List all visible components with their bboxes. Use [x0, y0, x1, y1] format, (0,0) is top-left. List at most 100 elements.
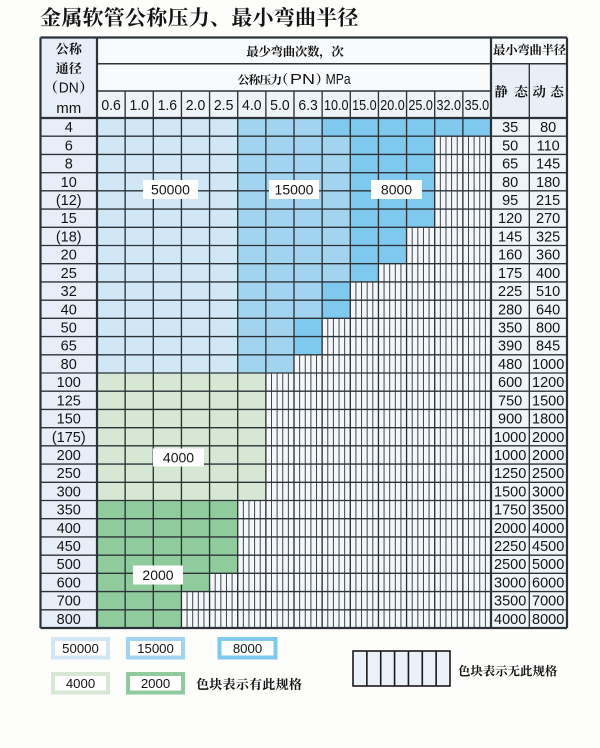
svg-text:2250: 2250 [494, 539, 526, 555]
svg-text:8: 8 [65, 157, 73, 173]
svg-text:40: 40 [61, 302, 77, 318]
svg-text:2500: 2500 [532, 466, 564, 482]
svg-text:50000: 50000 [151, 182, 190, 198]
svg-text:1750: 1750 [494, 503, 526, 519]
svg-text:4000: 4000 [163, 450, 194, 466]
svg-text:15: 15 [61, 211, 77, 227]
svg-text:2000: 2000 [494, 521, 526, 537]
svg-text:3500: 3500 [532, 503, 564, 519]
svg-text:95: 95 [502, 193, 518, 209]
svg-text:35.0: 35.0 [465, 97, 490, 114]
svg-text:80: 80 [502, 175, 518, 191]
svg-text:4000: 4000 [494, 612, 526, 628]
svg-text:4000: 4000 [66, 676, 95, 691]
svg-text:1500: 1500 [494, 484, 526, 500]
svg-text:1500: 1500 [532, 393, 564, 409]
svg-text:4000: 4000 [532, 521, 564, 537]
svg-text:280: 280 [498, 302, 522, 318]
svg-text:8000: 8000 [381, 182, 412, 198]
svg-text:390: 390 [498, 339, 522, 355]
svg-text:8000: 8000 [233, 641, 262, 656]
svg-text:225: 225 [498, 284, 522, 300]
svg-text:3000: 3000 [494, 575, 526, 591]
svg-text:2000: 2000 [141, 676, 170, 691]
svg-text:160: 160 [498, 248, 522, 264]
svg-text:1.0: 1.0 [129, 97, 149, 114]
svg-text:800: 800 [536, 320, 560, 336]
svg-text:750: 750 [498, 393, 522, 409]
svg-text:(18): (18) [56, 229, 82, 245]
svg-text:400: 400 [57, 521, 81, 537]
svg-text:1000: 1000 [494, 448, 526, 464]
svg-text:20: 20 [61, 248, 77, 264]
svg-text:1200: 1200 [532, 375, 564, 391]
svg-text:5000: 5000 [532, 557, 564, 573]
svg-text:50: 50 [502, 138, 518, 154]
svg-text:120: 120 [498, 211, 522, 227]
svg-text:480: 480 [498, 357, 522, 373]
svg-text:800: 800 [57, 612, 81, 628]
svg-text:PN: PN [290, 71, 315, 88]
svg-text:3000: 3000 [532, 484, 564, 500]
svg-text:2000: 2000 [532, 448, 564, 464]
svg-text:25.0: 25.0 [408, 97, 433, 114]
svg-text:2000: 2000 [142, 567, 173, 583]
svg-text:8000: 8000 [532, 612, 564, 628]
svg-text:65: 65 [502, 157, 518, 173]
svg-text:350: 350 [498, 320, 522, 336]
svg-text:325: 325 [536, 229, 560, 245]
svg-text:32.0: 32.0 [437, 97, 462, 114]
svg-text:600: 600 [57, 575, 81, 591]
svg-text:2000: 2000 [532, 430, 564, 446]
svg-text:5.0: 5.0 [270, 97, 290, 114]
svg-text:845: 845 [536, 339, 560, 355]
svg-text:900: 900 [498, 412, 522, 428]
svg-text:700: 700 [57, 594, 81, 610]
svg-text:6.3: 6.3 [298, 97, 318, 114]
svg-text:65: 65 [61, 339, 77, 355]
svg-text:215: 215 [536, 193, 560, 209]
svg-text:145: 145 [498, 229, 522, 245]
svg-text:50: 50 [61, 320, 77, 336]
svg-text:100: 100 [57, 375, 81, 391]
svg-text:15.0: 15.0 [352, 97, 377, 114]
svg-text:0.6: 0.6 [101, 97, 121, 114]
svg-text:1000: 1000 [494, 430, 526, 446]
svg-text:2.0: 2.0 [186, 97, 206, 114]
svg-text:10.0: 10.0 [324, 97, 349, 114]
svg-text:300: 300 [57, 484, 81, 500]
svg-text:500: 500 [57, 557, 81, 573]
svg-text:mm: mm [56, 100, 81, 117]
svg-text:400: 400 [536, 266, 560, 282]
svg-text:150: 150 [57, 412, 81, 428]
svg-text:4: 4 [65, 120, 73, 136]
svg-text:270: 270 [536, 211, 560, 227]
svg-text:1800: 1800 [532, 412, 564, 428]
svg-text:80: 80 [61, 357, 77, 373]
svg-text:1000: 1000 [532, 357, 564, 373]
svg-text:1250: 1250 [494, 466, 526, 482]
svg-text:125: 125 [57, 393, 81, 409]
svg-text:7000: 7000 [532, 594, 564, 610]
svg-text:3500: 3500 [494, 594, 526, 610]
svg-text:600: 600 [498, 375, 522, 391]
svg-text:2500: 2500 [494, 557, 526, 573]
svg-text:MPa: MPa [326, 71, 352, 88]
svg-text:350: 350 [57, 503, 81, 519]
svg-text:2.5: 2.5 [214, 97, 234, 114]
svg-text:DN: DN [59, 80, 79, 96]
svg-text:6000: 6000 [532, 575, 564, 591]
svg-text:20.0: 20.0 [380, 97, 405, 114]
svg-text:35: 35 [502, 120, 518, 136]
svg-text:640: 640 [536, 302, 560, 318]
svg-text:175: 175 [498, 266, 522, 282]
svg-text:145: 145 [536, 157, 560, 173]
svg-text:6: 6 [65, 138, 73, 154]
svg-text:4.0: 4.0 [242, 97, 262, 114]
svg-text:15000: 15000 [275, 182, 314, 198]
svg-text:450: 450 [57, 539, 81, 555]
svg-text:32: 32 [61, 284, 77, 300]
svg-text:80: 80 [540, 120, 556, 136]
svg-text:(175): (175) [52, 430, 86, 446]
svg-text:4500: 4500 [532, 539, 564, 555]
